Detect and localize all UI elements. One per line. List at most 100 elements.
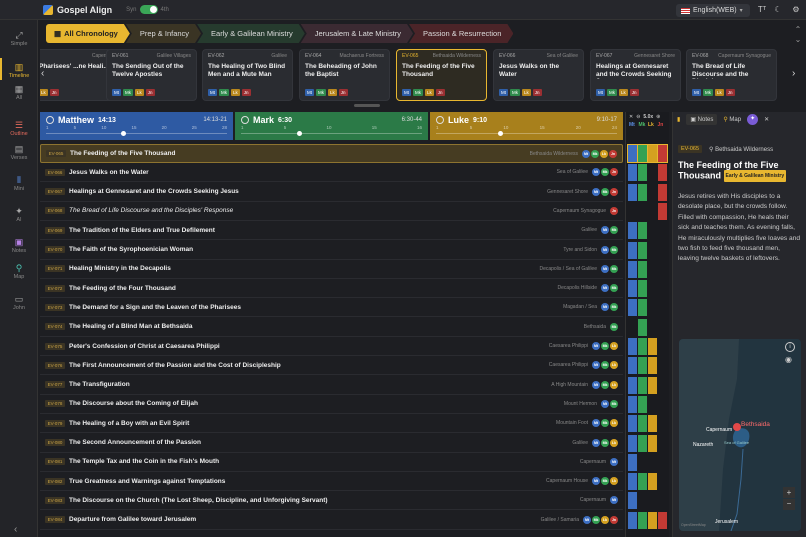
table-row[interactable]: EV-079 The Healing of a Boy with an Evil …: [40, 414, 623, 434]
nav-all[interactable]: ▦ All: [0, 84, 38, 101]
gospel-dot[interactable]: Mt: [610, 457, 618, 466]
settings-icon[interactable]: ⚙: [792, 5, 800, 14]
slider-knob[interactable]: [297, 131, 302, 136]
zoom-in-button[interactable]: +: [783, 487, 795, 498]
table-row[interactable]: EV-067 Healings at Gennesaret and the Cro…: [40, 183, 623, 202]
gospel-dot[interactable]: Mk: [601, 477, 609, 486]
table-row[interactable]: EV-065 The Feeding of the Five Thousand Be…: [40, 144, 623, 163]
event-card[interactable]: EV-068 Capernaum Synagogue The Bread of Li…: [686, 49, 777, 101]
crumb-all-chronology[interactable]: ▦ All Chronology: [46, 24, 130, 43]
gospel-dot[interactable]: Mt: [592, 361, 600, 370]
gospel-dot[interactable]: Mt: [592, 187, 600, 196]
nav-mini[interactable]: ⦀ Mini: [0, 175, 38, 192]
gospel-dot[interactable]: Mk: [610, 284, 618, 293]
chapter-slider[interactable]: [436, 133, 617, 134]
mini-column-lk[interactable]: [647, 144, 658, 537]
gospel-dot[interactable]: Mk: [601, 361, 609, 370]
table-row[interactable]: EV-074 The Healing of a Blind Man at Beth…: [40, 318, 623, 337]
toggle-switch[interactable]: [139, 5, 158, 14]
gospel-dot[interactable]: Mt: [592, 419, 600, 428]
gospel-dot[interactable]: Mk: [601, 342, 609, 350]
gospel-dot[interactable]: Lk: [610, 419, 618, 428]
pin-icon[interactable]: ▮: [677, 116, 681, 123]
gospel-dot[interactable]: Mk: [601, 380, 609, 389]
gospel-dot[interactable]: Lk: [610, 438, 618, 447]
mark-header[interactable]: Mark 6:30 6:30-44 1 5 10 15 16: [235, 112, 428, 140]
event-card[interactable]: EV-062 Galilee The Healing of Two Blind Me…: [202, 49, 293, 101]
gospel-dot[interactable]: Mt: [601, 399, 609, 408]
table-row[interactable]: EV-070 The Faith of the Syrophoenician Wo…: [40, 241, 623, 260]
table-row[interactable]: EV-075 Peter's Confession of Christ at Ca…: [40, 337, 623, 356]
nav-timeline[interactable]: ▥ Timeline: [0, 62, 38, 79]
table-row[interactable]: EV-078 The Discourse about the Coming of …: [40, 395, 623, 414]
gospel-dot[interactable]: Mt: [592, 477, 600, 486]
gospel-dot[interactable]: Lk: [600, 149, 608, 158]
nav-outline[interactable]: ☰ Outline: [0, 120, 38, 137]
chapter-slider[interactable]: [46, 133, 227, 134]
zoom-in-icon[interactable]: ⊕: [656, 114, 661, 120]
crumb-jerusalem-late[interactable]: Jerusalem & Late Ministry: [301, 24, 413, 43]
table-row[interactable]: EV-068 The Bread of Life Discourse and th…: [40, 202, 623, 221]
gospel-dot[interactable]: Mt: [592, 438, 600, 447]
gospel-dot[interactable]: Mt: [583, 515, 591, 524]
gospel-dot[interactable]: Mk: [592, 515, 600, 524]
gospel-dot[interactable]: Mt: [601, 245, 609, 254]
carousel-next-icon[interactable]: ›: [792, 68, 796, 79]
nav-notes[interactable]: ▣ Notes: [0, 237, 38, 254]
slider-knob[interactable]: [498, 131, 503, 136]
gospel-dot[interactable]: Mt: [601, 284, 609, 293]
slider-knob[interactable]: [121, 131, 126, 136]
gospel-dot[interactable]: Mk: [610, 399, 618, 408]
event-card[interactable]: EV-064 Machaerus Fortress The Beheading of…: [299, 49, 390, 101]
gospel-dot[interactable]: Mk: [610, 322, 618, 331]
gospel-dot[interactable]: Mk: [610, 303, 618, 312]
gospel-dot[interactable]: Mt: [610, 496, 618, 505]
gospel-dot[interactable]: Mt: [592, 342, 600, 350]
card-scrollbar[interactable]: [354, 104, 380, 107]
gospel-dot[interactable]: Jn: [610, 206, 618, 215]
table-row[interactable]: EV-084 Departure from Galilee toward Jeru…: [40, 511, 623, 530]
gospel-dot[interactable]: Mk: [601, 187, 609, 196]
table-row[interactable]: EV-073 The Demand for a Sign and the Leav…: [40, 298, 623, 318]
zoom-out-icon[interactable]: ⊖: [636, 114, 641, 120]
chevron-down-icon[interactable]: ⌄: [794, 35, 802, 44]
gospel-dot[interactable]: Mk: [610, 264, 618, 273]
gospel-dot[interactable]: Mt: [601, 264, 609, 273]
zoom-out-button[interactable]: −: [783, 499, 795, 510]
gospel-dot[interactable]: Mk: [601, 168, 609, 177]
theme-icon[interactable]: ☾: [774, 5, 782, 14]
tab-map[interactable]: ⚲ Map: [723, 116, 741, 123]
location-marker[interactable]: [733, 423, 741, 431]
mini-column-mk[interactable]: [637, 144, 648, 537]
gospel-dot[interactable]: Mk: [610, 226, 618, 235]
chevron-up-icon[interactable]: ⌃: [794, 25, 802, 34]
table-row[interactable]: EV-080 The Second Announcement of the Pas…: [40, 434, 623, 453]
crumb-early-galilean[interactable]: Early & Galilean Ministry: [197, 24, 305, 43]
gospel-dot[interactable]: Mt: [592, 168, 600, 177]
luke-header[interactable]: Luke 9:10 9:10-17 1 5 10 15 20 24: [430, 112, 623, 140]
matthew-header[interactable]: Matthew 14:13 14:13-21 1 5 10 15 20 25 28: [40, 112, 233, 140]
table-row[interactable]: EV-082 True Greatness and Warnings agains…: [40, 472, 623, 492]
gospel-dot[interactable]: Jn: [610, 515, 618, 524]
event-card[interactable]: EV-066 Sea of Galilee Jesus Walks on the W…: [493, 49, 584, 101]
gospel-dot[interactable]: Mk: [591, 149, 599, 158]
nav-ai[interactable]: ✦ AI: [0, 206, 38, 223]
gospel-dot[interactable]: Mk: [601, 419, 609, 428]
gospel-dot[interactable]: Jn: [610, 168, 618, 177]
app-logo[interactable]: Gospel Align: [43, 4, 112, 15]
tab-notes[interactable]: ▣ Notes: [686, 113, 718, 125]
info-icon[interactable]: i: [785, 342, 795, 352]
table-row[interactable]: EV-083 The Discourse on the Church (The L…: [40, 491, 623, 511]
mini-column-mt[interactable]: [627, 144, 638, 537]
locate-icon[interactable]: ◉: [785, 355, 792, 364]
map-view[interactable]: Bethsaida Capernaum Nazareth Sea of Gali…: [679, 339, 801, 531]
close-icon[interactable]: ✕: [629, 114, 634, 120]
mini-column-jn[interactable]: [657, 144, 668, 537]
nav-simple[interactable]: ⤢ Simple: [0, 30, 38, 47]
table-row[interactable]: EV-072 The Feeding of the Four Thousand De…: [40, 279, 623, 299]
table-row[interactable]: EV-081 The Temple Tax and the Coin in the…: [40, 453, 623, 472]
gospel-dot[interactable]: Lk: [610, 477, 618, 486]
ai-sparkle-icon[interactable]: ✦: [747, 113, 759, 125]
gospel-dot[interactable]: Mt: [582, 149, 590, 158]
gospel-dot[interactable]: Lk: [610, 342, 618, 350]
